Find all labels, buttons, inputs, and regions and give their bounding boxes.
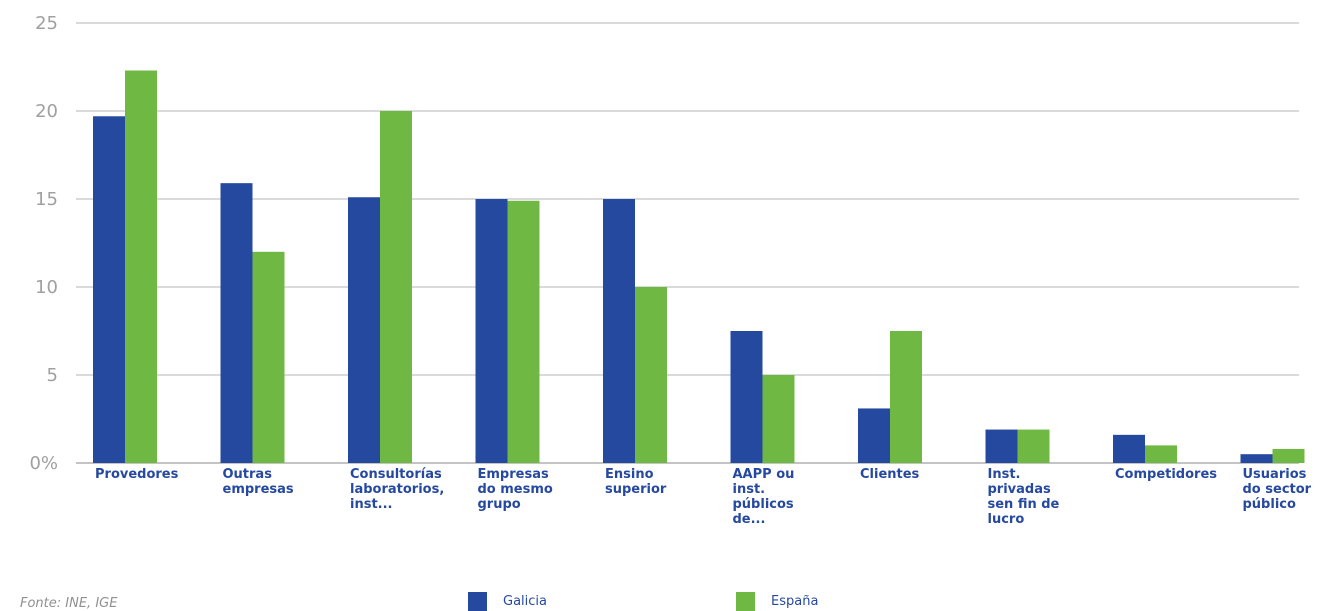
legend-item-galicia: Galicia [468,592,547,611]
bar-espana [1272,448,1305,463]
y-tick-label: 25 [35,13,58,34]
bar-galicia [1240,454,1273,463]
bar-espana [252,251,285,463]
bar-galicia [475,199,508,463]
bar-galicia [220,183,253,463]
bar-espana [762,375,795,463]
bar-espana [380,111,412,463]
bar-galicia [603,199,635,463]
y-tick-label: 5 [47,365,58,386]
x-category-label: Outras empresas [222,467,294,497]
x-category-label: AAPP ou inst. públicos de... [732,467,795,527]
legend-label-galicia: Galicia [503,594,547,609]
y-tick-label: 15 [35,189,58,210]
bar-espana [635,287,667,463]
bar-espana [1017,429,1050,463]
y-tick-label: 10 [35,277,58,298]
bar-galicia [985,429,1018,463]
bar-galicia [348,197,380,464]
x-category-label: Inst. privadas sen fin de lucro [987,467,1060,527]
y-tick-label: 0% [29,453,58,474]
bar-galicia [93,116,125,463]
bar-espana [125,70,157,464]
x-category-label: Ensino superior [605,467,667,497]
bar-espana [507,200,540,463]
bar-galicia [730,331,763,463]
legend-item-espana: España [736,592,818,611]
bar-galicia [1113,434,1145,463]
x-category-label: Consultorías laboratorios, inst... [350,467,445,512]
x-category-label: Competidores [1115,467,1218,482]
x-category-label: Empresas do mesmo grupo [477,467,553,512]
x-category-label: Provedores [95,467,179,482]
legend-swatch-espana [736,592,755,611]
bar-galicia [858,408,890,463]
legend-swatch-galicia [468,592,487,611]
bar-espana [1145,445,1177,463]
legend-label-espana: España [771,594,819,609]
x-category-label: Usuarios do sector público [1242,467,1312,512]
bar-espana [890,331,922,463]
source-note: Fonte: INE, IGE [20,596,118,611]
x-category-label: Clientes [860,467,920,482]
y-tick-label: 20 [35,101,58,122]
